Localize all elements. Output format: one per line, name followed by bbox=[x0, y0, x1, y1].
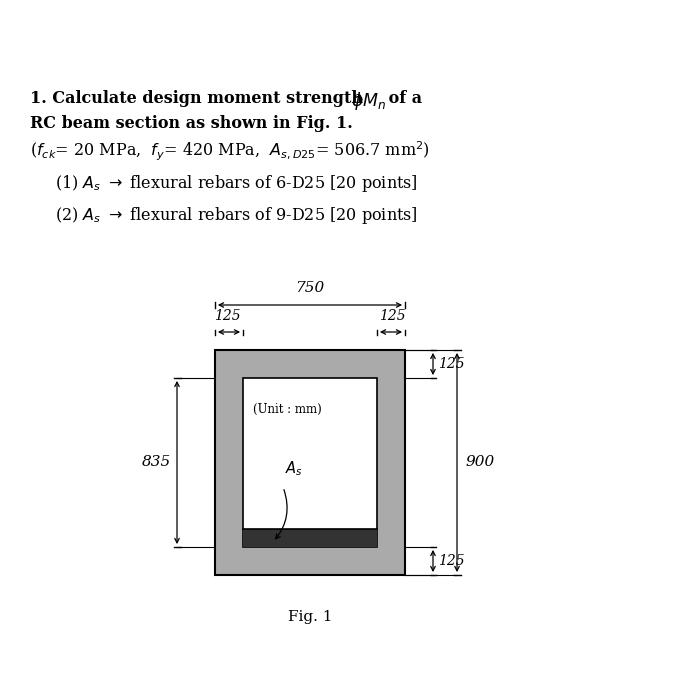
Text: 900: 900 bbox=[465, 456, 494, 470]
Text: $A_s$: $A_s$ bbox=[285, 460, 303, 479]
Text: ($f_{ck}$= 20 MPa,  $f_y$= 420 MPa,  $A_{s,D25}$= 506.7 mm$^2$): ($f_{ck}$= 20 MPa, $f_y$= 420 MPa, $A_{s… bbox=[30, 140, 430, 163]
Bar bbox=[243, 378, 377, 547]
Text: 125: 125 bbox=[438, 357, 464, 371]
Text: 750: 750 bbox=[296, 281, 325, 295]
Bar bbox=[215, 350, 405, 575]
Bar bbox=[243, 529, 377, 547]
Text: 125: 125 bbox=[438, 554, 464, 568]
Text: (1) $A_s$ $\rightarrow$ flexural rebars of 6-D25 [20 points]: (1) $A_s$ $\rightarrow$ flexural rebars … bbox=[55, 173, 418, 194]
Text: (Unit : mm): (Unit : mm) bbox=[253, 403, 322, 416]
Text: 125: 125 bbox=[379, 309, 406, 323]
Text: 125: 125 bbox=[214, 309, 240, 323]
Text: Fig. 1: Fig. 1 bbox=[288, 610, 332, 624]
Text: 1. Calculate design moment strength: 1. Calculate design moment strength bbox=[30, 90, 369, 107]
Text: RC beam section as shown in Fig. 1.: RC beam section as shown in Fig. 1. bbox=[30, 115, 353, 132]
Text: 835: 835 bbox=[142, 456, 171, 470]
Text: (2) $A_s$ $\rightarrow$ flexural rebars of 9-D25 [20 points]: (2) $A_s$ $\rightarrow$ flexural rebars … bbox=[55, 205, 418, 226]
Text: $\phi M_n$: $\phi M_n$ bbox=[351, 90, 386, 112]
Text: of a: of a bbox=[383, 90, 422, 107]
